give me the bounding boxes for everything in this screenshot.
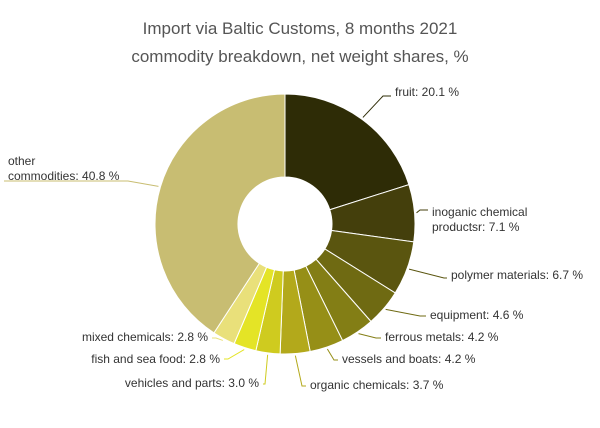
slice-label: polymer materials: 6.7 % bbox=[451, 268, 583, 282]
slice-label: fruit: 20.1 % bbox=[395, 85, 459, 99]
pie-slice bbox=[154, 93, 286, 334]
leader-line bbox=[408, 268, 447, 279]
slices-group bbox=[154, 93, 416, 355]
slice-label: vehicles and parts: 3.0 % bbox=[125, 376, 259, 390]
slice-label: inoganic chemical productsr: 7.1 % bbox=[432, 205, 527, 234]
leader-line bbox=[326, 348, 338, 361]
leader-line bbox=[4, 180, 159, 187]
leader-line bbox=[212, 337, 224, 341]
slice-label: organic chemicals: 3.7 % bbox=[310, 378, 444, 392]
leader-line bbox=[263, 354, 269, 385]
slice-label: vessels and boats: 4.2 % bbox=[342, 352, 476, 366]
pie-slice bbox=[284, 93, 410, 211]
slice-label: equipment: 4.6 % bbox=[430, 308, 524, 322]
leader-line bbox=[416, 209, 428, 214]
labels-group: fruit: 20.1 % inoganic chemical productsr:… bbox=[8, 85, 583, 392]
chart-title-line-2: commodity breakdown, net weight shares, … bbox=[131, 47, 468, 66]
leader-line bbox=[224, 349, 245, 360]
slice-label: fish and sea food: 2.8 % bbox=[91, 352, 220, 366]
leader-lines-group bbox=[4, 95, 447, 387]
leader-line bbox=[385, 308, 426, 317]
leader-line bbox=[294, 355, 306, 387]
slice-label: mixed chemicals: 2.8 % bbox=[82, 330, 208, 344]
chart-title-line-1: Import via Baltic Customs, 8 months 2021 bbox=[143, 19, 458, 38]
slice-label: other commodities: 40.8 % bbox=[8, 154, 120, 183]
leader-line bbox=[358, 333, 381, 339]
leader-line bbox=[362, 95, 391, 118]
slice-label: ferrous metals: 4.2 % bbox=[385, 330, 499, 344]
